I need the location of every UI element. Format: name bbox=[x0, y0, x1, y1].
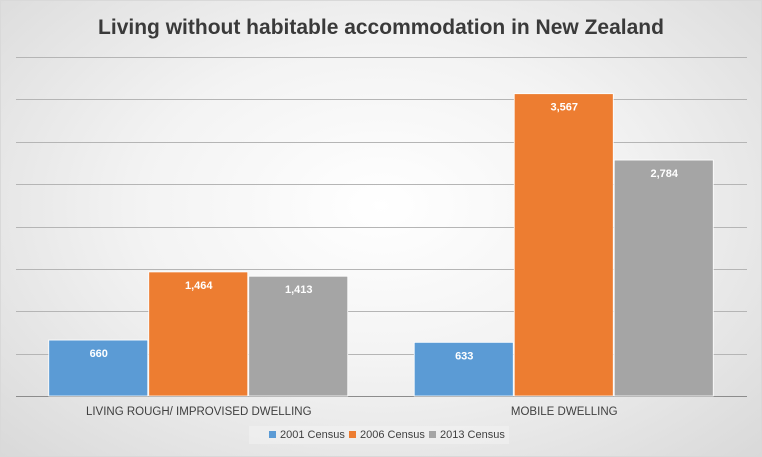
category-label: LIVING ROUGH/ IMPROVISED DWELLING bbox=[86, 406, 312, 418]
bar-2001-census-1 bbox=[48, 339, 149, 397]
chart-title: Living without habitable accommodation i… bbox=[98, 16, 664, 39]
bars bbox=[48, 93, 714, 397]
bar-2013-census-1 bbox=[248, 275, 349, 397]
bar-2001-census-2 bbox=[413, 341, 514, 397]
data-label: 1,464 bbox=[185, 280, 213, 292]
data-label: 633 bbox=[455, 350, 473, 362]
legend-background bbox=[249, 426, 509, 444]
bar-2013-census-2 bbox=[613, 159, 714, 397]
legend-swatch bbox=[269, 431, 276, 438]
legend-label: 2013 Census bbox=[440, 429, 505, 441]
data-label: 1,413 bbox=[285, 284, 313, 296]
gridlines bbox=[16, 57, 747, 397]
legend: 2001 Census 2006 Census 2013 Census bbox=[249, 426, 509, 444]
data-labels: 660 1,464 1,413 633 3,567 2,784 bbox=[90, 102, 679, 363]
category-label: MOBILE DWELLING bbox=[511, 406, 618, 418]
legend-label: 2006 Census bbox=[360, 429, 425, 441]
data-label: 660 bbox=[90, 348, 108, 360]
bar-2006-census-1 bbox=[148, 271, 249, 397]
data-label: 2,784 bbox=[650, 168, 678, 180]
legend-swatch bbox=[349, 431, 356, 438]
legend-label: 2001 Census bbox=[280, 429, 345, 441]
category-axis: LIVING ROUGH/ IMPROVISED DWELLING MOBILE … bbox=[86, 406, 618, 418]
data-label: 3,567 bbox=[550, 102, 578, 114]
bar-2006-census-2 bbox=[513, 93, 614, 397]
legend-swatch bbox=[429, 431, 436, 438]
